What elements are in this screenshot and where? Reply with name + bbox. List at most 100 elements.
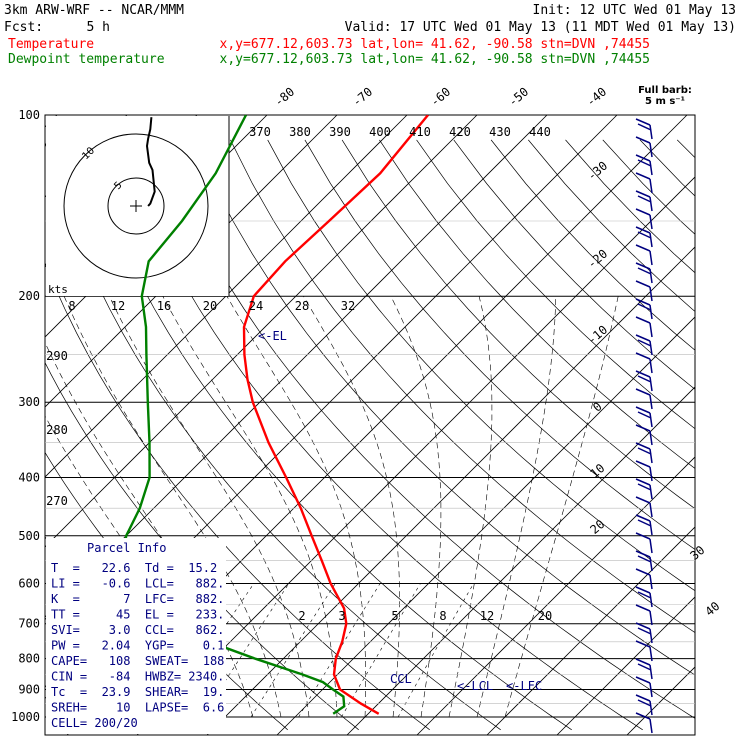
wind-barb-flag bbox=[637, 555, 652, 563]
hodo-speed-tick: 20 bbox=[203, 299, 217, 313]
wind-barb-flag bbox=[635, 352, 651, 360]
dry-adiabat bbox=[341, 139, 695, 510]
barb-legend: Full barb: 5 m s⁻¹ bbox=[638, 85, 692, 107]
wind-barb bbox=[635, 712, 653, 734]
wind-barb-flag bbox=[635, 172, 651, 180]
dry-adiabat-label: 290 bbox=[46, 349, 68, 363]
mixing-ratio-line bbox=[250, 583, 336, 718]
wind-barb-flag bbox=[635, 442, 651, 450]
hodo-speed-tick: 16 bbox=[157, 299, 171, 313]
wind-barb bbox=[635, 460, 653, 482]
wind-barb bbox=[635, 496, 653, 518]
wind-barb-flag bbox=[635, 298, 651, 306]
wind-barb-flag bbox=[635, 568, 651, 576]
wind-barb-shaft bbox=[649, 556, 653, 572]
wind-barb-flag bbox=[635, 604, 651, 612]
temperature-legend: Temperature bbox=[8, 37, 94, 52]
isotherm-line bbox=[556, 596, 695, 735]
pressure-tick-label: 100 bbox=[18, 108, 40, 122]
wind-barb-flag bbox=[635, 478, 651, 486]
wind-barb-shaft bbox=[649, 628, 653, 644]
moist-adiabat bbox=[504, 296, 619, 718]
wind-barb-flag bbox=[637, 411, 652, 419]
parcel-row: CIN = -84 HWBZ= 2340. bbox=[51, 670, 224, 684]
wind-barb-shaft bbox=[649, 484, 653, 500]
wind-barb bbox=[635, 298, 653, 320]
pressure-tick-label: 500 bbox=[18, 529, 40, 543]
header: 3km ARW-WRF -- NCAR/MMM Init: 12 UTC Wed… bbox=[4, 3, 736, 67]
wind-barb bbox=[635, 172, 653, 194]
hodo-ring bbox=[63, 133, 209, 279]
wind-barb-flag bbox=[635, 532, 651, 540]
wind-barb-flag bbox=[637, 159, 652, 167]
wind-barb-flag bbox=[635, 280, 651, 288]
parcel-info-box: Parcel Info T = 22.6 Td = 15.2 LI = -0.6 … bbox=[46, 538, 226, 734]
moist-adiabat bbox=[303, 296, 400, 718]
parcel-row: SVI= 3.0 CCL= 862. bbox=[51, 623, 224, 637]
dry-adiabat bbox=[528, 139, 695, 312]
wind-barb-flag bbox=[635, 316, 651, 324]
wind-barb-flag bbox=[637, 339, 652, 347]
parcel-rows: T = 22.6 Td = 15.2 LI = -0.6 LCL= 882.K =… bbox=[51, 561, 224, 730]
theta-label: 420 bbox=[449, 125, 471, 139]
wind-barb-flag bbox=[635, 694, 651, 702]
lcl-marker: <-LCL bbox=[457, 679, 493, 693]
wind-barb-shaft bbox=[649, 142, 653, 158]
dry-adiabat bbox=[639, 139, 695, 197]
parcel-row: PW = 2.04 YGP= 0.1 bbox=[51, 639, 224, 653]
isotherm-line bbox=[45, 115, 478, 548]
wind-barb-flag bbox=[635, 712, 651, 720]
wind-barb-shaft bbox=[649, 160, 653, 176]
moist-adiabat bbox=[448, 296, 493, 718]
wind-barb bbox=[635, 226, 653, 248]
wind-barb-shaft bbox=[649, 430, 653, 446]
wind-barb-shaft bbox=[649, 250, 653, 266]
wind-barb bbox=[635, 478, 653, 500]
dry-adiabat bbox=[676, 139, 695, 159]
isotherm-line bbox=[45, 115, 548, 618]
dry-adiabat bbox=[155, 139, 695, 719]
parcel-row: K = 7 LFC= 882. bbox=[51, 592, 224, 606]
isotherm-line bbox=[416, 456, 695, 735]
theta-label: 390 bbox=[329, 125, 351, 139]
wind-barb-flag bbox=[637, 483, 652, 491]
wind-barb-flag bbox=[637, 231, 652, 239]
wind-barb-flag bbox=[635, 190, 651, 198]
hodo-speed-tick: 32 bbox=[341, 299, 355, 313]
temperature-profile bbox=[242, 115, 429, 715]
theta-label: 400 bbox=[369, 125, 391, 139]
wind-barb-shaft bbox=[649, 466, 653, 482]
wind-barb bbox=[635, 244, 653, 266]
isotherm-line bbox=[45, 115, 338, 408]
barb-legend-title: Full barb: bbox=[638, 85, 692, 96]
wind-barb-flag bbox=[637, 447, 652, 455]
wind-barb-flag bbox=[635, 334, 651, 342]
wind-barb-flag bbox=[637, 195, 652, 203]
moist-adiabat bbox=[45, 341, 254, 718]
wind-barb bbox=[635, 550, 653, 572]
wind-barb bbox=[635, 676, 653, 698]
wind-barb-flag bbox=[635, 370, 651, 378]
wind-barb-shaft bbox=[649, 502, 653, 518]
pressure-tick-label: 1000 bbox=[11, 710, 40, 724]
wind-barb-flag bbox=[635, 550, 651, 558]
wind-barb bbox=[635, 208, 653, 230]
wind-barb bbox=[635, 514, 653, 536]
mixing-ratio-label: 8 bbox=[439, 609, 446, 623]
hodo-trace bbox=[145, 117, 156, 207]
wind-barb-flag bbox=[635, 586, 651, 594]
mixing-ratio-label: 12 bbox=[480, 609, 494, 623]
wind-barb-flag bbox=[635, 136, 651, 144]
dry-adiabat bbox=[379, 139, 695, 469]
isotherm-line bbox=[206, 246, 695, 735]
barb-legend-unit: 5 m s⁻¹ bbox=[645, 96, 685, 107]
dry-adiabat bbox=[267, 139, 695, 592]
theta-label: 410 bbox=[409, 125, 431, 139]
wind-barb-flag bbox=[635, 676, 651, 684]
dewpoint-location: x,y=677.12,603.73 lat,lon= 41.62, -90.58… bbox=[220, 52, 650, 67]
isotherm-line bbox=[486, 526, 695, 735]
hodo-speed-tick: 24 bbox=[249, 299, 263, 313]
wind-barb-flag bbox=[637, 267, 652, 275]
dry-adiabat bbox=[230, 139, 695, 633]
wind-barb-shaft bbox=[649, 304, 653, 320]
